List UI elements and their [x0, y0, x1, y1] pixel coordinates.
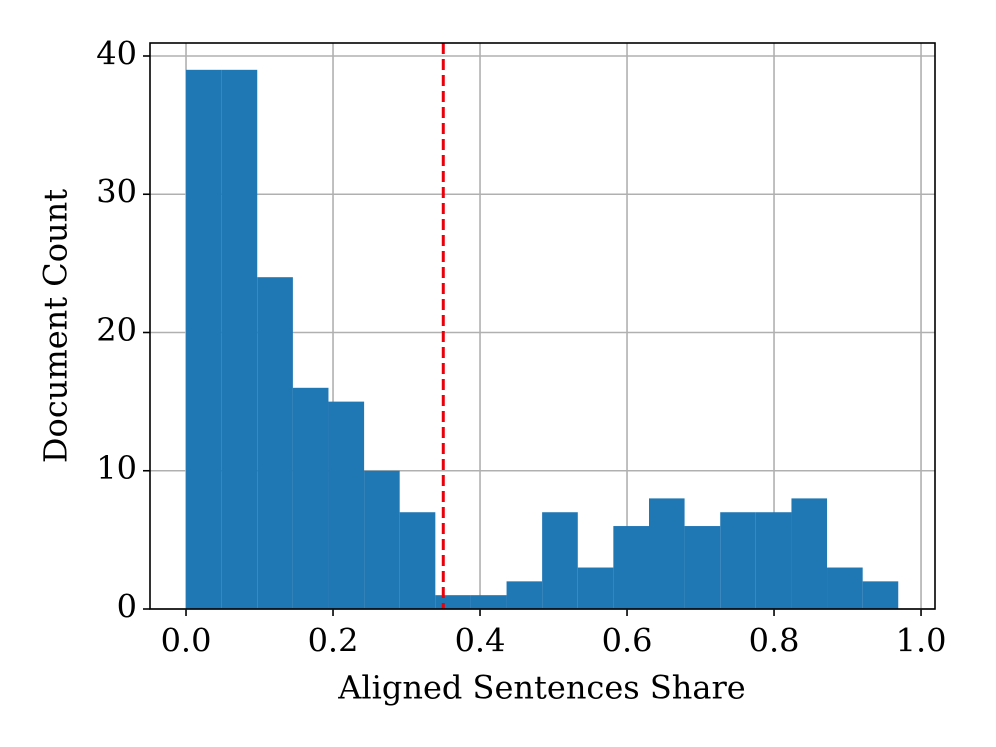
- bar: [506, 581, 543, 609]
- x-tick-label: 0.2: [308, 622, 359, 660]
- y-axis-label: Document Count: [37, 189, 75, 463]
- bar: [613, 526, 650, 609]
- y-tick-label: 40: [96, 34, 137, 72]
- x-tick-label: 0.0: [161, 622, 212, 660]
- bar: [292, 387, 329, 609]
- y-tick-label: 30: [96, 173, 137, 211]
- bar: [186, 69, 222, 609]
- bar: [862, 581, 899, 609]
- bar: [577, 567, 614, 609]
- bar: [755, 512, 792, 609]
- bar: [542, 512, 578, 609]
- plot-frame: [149, 42, 936, 610]
- y-tick-label: 0: [117, 588, 137, 626]
- bar: [791, 498, 828, 609]
- bar: [257, 277, 293, 609]
- y-tick-label: 20: [96, 311, 137, 349]
- bar: [221, 69, 258, 609]
- x-tick-label: 0.4: [455, 622, 506, 660]
- bar: [470, 595, 507, 609]
- bar: [649, 498, 685, 609]
- y-tick-label: 10: [96, 449, 137, 487]
- x-tick-label: 1.0: [896, 622, 947, 660]
- bar: [827, 567, 863, 609]
- bar: [720, 512, 756, 609]
- x-tick-label: 0.6: [602, 622, 653, 660]
- x-tick-label: 0.8: [749, 622, 800, 660]
- x-axis-label: Aligned Sentences Share: [337, 669, 745, 707]
- bar: [364, 470, 400, 609]
- bar: [684, 526, 721, 609]
- bar: [328, 401, 365, 609]
- bar: [399, 512, 436, 609]
- bar: [435, 595, 471, 609]
